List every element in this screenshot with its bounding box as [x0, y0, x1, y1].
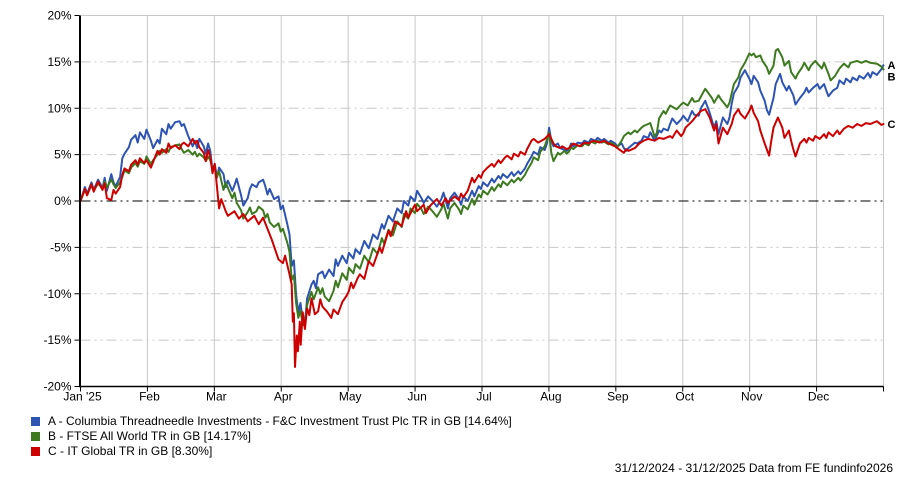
x-tick-label: Apr	[274, 390, 293, 404]
series-line-a	[79, 64, 885, 325]
legend-label-a: A - Columbia Threadneedle Investments - …	[48, 414, 512, 428]
y-tick-label: -5%	[50, 240, 72, 254]
y-tick-label: 0%	[54, 194, 72, 208]
legend-item-b: B - FTSE All World TR in GB [14.17%]	[31, 429, 512, 444]
x-tick-label: Nov	[741, 390, 762, 404]
y-tick-label: 10%	[47, 101, 71, 115]
performance-chart: 20% 15% 10% 5% 0% -5% -10% -15% -20%Jan '25 Feb Ma…	[43, 9, 896, 404]
x-tick-label: Oct	[675, 390, 694, 404]
x-tick-label: Dec	[808, 390, 829, 404]
series-end-label-a: A	[888, 60, 896, 72]
x-tick-label: May	[339, 390, 362, 404]
x-tick-label: Jan '25	[63, 390, 102, 404]
y-tick-label: 15%	[47, 55, 71, 69]
legend: A - Columbia Threadneedle Investments - …	[31, 414, 512, 459]
legend-swatch-b-icon	[31, 432, 40, 441]
legend-swatch-a-icon	[31, 417, 40, 426]
x-tick-label: Aug	[540, 390, 561, 404]
y-tick-label: -10%	[43, 287, 71, 301]
series-end-label-c: C	[888, 119, 896, 131]
y-tick-label: -15%	[43, 333, 71, 347]
legend-label-c: C - IT Global TR in GB [8.30%]	[48, 444, 213, 458]
series-line-c	[79, 104, 885, 368]
y-tick-label: 5%	[54, 148, 72, 162]
legend-item-a: A - Columbia Threadneedle Investments - …	[31, 414, 512, 429]
x-tick-label: Jun	[407, 390, 426, 404]
y-tick-label: 20%	[47, 9, 71, 23]
legend-item-c: C - IT Global TR in GB [8.30%]	[31, 444, 512, 459]
date-range-source-text: 31/12/2024 - 31/12/2025 Data from FE fun…	[614, 461, 893, 475]
legend-swatch-c-icon	[31, 447, 40, 456]
x-tick-label: Mar	[206, 390, 227, 404]
x-tick-label: Sep	[607, 390, 629, 404]
legend-label-b: B - FTSE All World TR in GB [14.17%]	[48, 429, 251, 443]
x-tick-label: Feb	[139, 390, 160, 404]
series-end-label-b: B	[888, 72, 896, 84]
y-tick-label: -20%	[43, 380, 71, 394]
x-tick-label: Jul	[476, 390, 491, 404]
